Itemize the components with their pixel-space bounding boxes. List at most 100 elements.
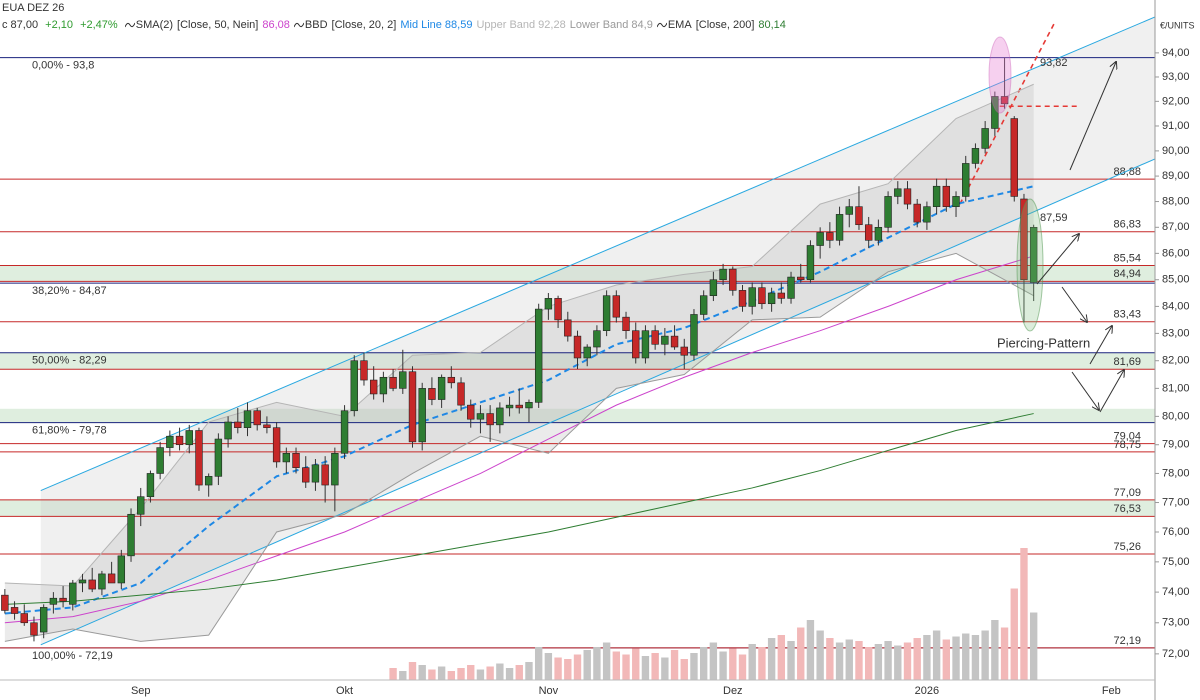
candle-body [272,427,281,463]
candle-body [913,203,921,223]
candle-body [204,476,213,486]
candle-body [971,148,980,164]
candle-body [496,407,504,426]
highlight-ellipse [1016,198,1044,332]
y-tick-label: 94,00 [1162,47,1190,59]
quote-change: +2,10 [45,19,73,31]
y-tick-label: 77,00 [1162,496,1190,508]
candle-body [127,513,135,557]
candle-body [767,292,776,305]
candle-body [525,402,533,409]
candle-body [137,496,145,515]
candle-body [214,438,223,477]
candle-body [651,330,659,345]
candle-body [593,330,601,348]
candle-body [632,330,640,359]
volume-bar [777,635,786,680]
candle-body [408,371,417,443]
candle-body [981,128,989,149]
volume-bar [408,662,417,680]
candle-body [30,622,38,636]
candle-body [1029,227,1038,283]
volume-bar [428,669,436,680]
candle-body [447,376,456,384]
candle-body [107,573,116,584]
candle-body [748,287,756,307]
volume-bar [758,647,766,680]
legend-value: 84,9 [631,19,653,31]
candle-body [932,185,941,207]
annotation: Piercing-Pattern [997,335,1090,350]
candle-body [991,96,999,129]
level-label: 81,69 [1113,356,1141,368]
study-icon-path [293,22,305,28]
arrow [1036,234,1079,285]
candle-body [360,360,368,381]
y-tick-label: 74,00 [1162,586,1190,598]
volume-bar [670,650,679,680]
candle-body [602,295,611,331]
candle-body [1,594,9,611]
candle-body [583,346,591,359]
candle-body [59,597,67,602]
candle-body [719,268,727,281]
candle-body [515,404,523,409]
volume-bar [690,653,698,680]
volume-bar [748,644,756,680]
candle-body [622,316,630,331]
candle-body [428,388,436,400]
candle-body [88,579,96,590]
candle-body [845,206,853,215]
candle-body [39,607,48,633]
fib-label: 0,00% - 93,8 [32,60,94,72]
candle-body [195,430,203,486]
study-icon [293,22,305,28]
y-tick-label: 91,00 [1162,120,1190,132]
candle-body [816,232,824,246]
volume-bar [932,630,941,680]
candle-body [10,607,19,614]
y-tick-label: 83,00 [1162,327,1190,339]
level-label: 88,88 [1113,166,1141,178]
volume-bar [418,665,426,680]
volume-bar [923,635,931,680]
candle-body [437,376,446,400]
y-tick-label: 79,00 [1162,439,1190,451]
study-label: SMA(2) [135,19,174,31]
arrow [1071,371,1099,410]
y-tick-label: 87,00 [1162,221,1190,233]
level-label: 83,43 [1113,309,1141,321]
candle-body [98,573,106,590]
volume-bar [534,647,543,680]
zone [0,265,1155,282]
volume-bar [457,668,465,680]
legend-value: 92,28 [538,19,566,31]
volume-bar [632,648,640,680]
candle-body [855,206,863,226]
volume-bar [476,669,485,680]
volume-bar [544,653,553,680]
volume-bar [962,633,970,680]
candle-body [69,582,77,605]
candle-body [738,290,747,307]
y-tick-label: 89,00 [1162,170,1190,182]
volume-bar [1000,627,1009,680]
volume-bar [864,647,873,680]
candle-body [787,276,795,299]
y-tick-label: 81,00 [1162,382,1190,394]
fib-label: 50,00% - 82,29 [32,355,107,367]
volume-bar [699,647,708,680]
x-tick-label: Okt [336,685,353,697]
price-label: 93,82 [1040,57,1068,69]
volume-bar [389,668,397,680]
candle-body [505,404,514,409]
legend-name: Upper Band [476,19,536,31]
candle-body [350,360,358,412]
volume-bar [505,668,514,680]
arrow [1069,62,1116,171]
volume-bar [612,651,621,680]
candle-body [253,410,261,426]
volume-bar [583,650,591,680]
